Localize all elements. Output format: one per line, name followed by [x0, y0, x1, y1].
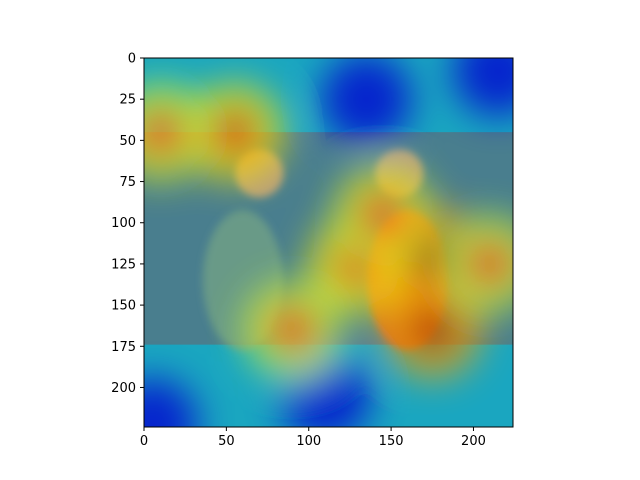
- heat-hotspot: [266, 303, 319, 356]
- y-tick-label: 0: [128, 52, 136, 67]
- plot-area: [144, 58, 513, 427]
- heat-hotspot: [406, 303, 459, 356]
- axes-frame: [143, 57, 514, 428]
- heat-hotspot: [356, 188, 409, 241]
- y-tick-label: 175: [111, 340, 136, 355]
- heat-coldspot: [144, 378, 198, 427]
- heat-coldspot: [453, 58, 513, 117]
- y-tick-label: 125: [111, 257, 136, 272]
- x-tick-label: 150: [379, 434, 404, 449]
- y-axis: 0 25 50 75 100 125 150 175 200: [111, 52, 144, 396]
- heat-layer: [144, 58, 513, 427]
- x-tick-label: 100: [296, 434, 321, 449]
- y-tick-label: 100: [111, 216, 136, 231]
- x-axis: 0 50 100 150 200: [140, 427, 486, 449]
- x-tick-label: 50: [218, 434, 235, 449]
- y-tick-label: 50: [119, 134, 136, 149]
- y-tick-label: 200: [111, 381, 136, 396]
- y-tick-label: 25: [119, 93, 136, 108]
- heat-hotspot: [208, 106, 261, 159]
- y-tick-label: 75: [119, 175, 136, 190]
- heat-hotspot: [144, 106, 187, 159]
- x-tick-label: 200: [461, 434, 486, 449]
- heat-hotspot: [463, 237, 513, 290]
- heat-coldspot: [321, 58, 412, 145]
- x-tick-label: 0: [140, 434, 148, 449]
- y-tick-label: 150: [111, 299, 136, 314]
